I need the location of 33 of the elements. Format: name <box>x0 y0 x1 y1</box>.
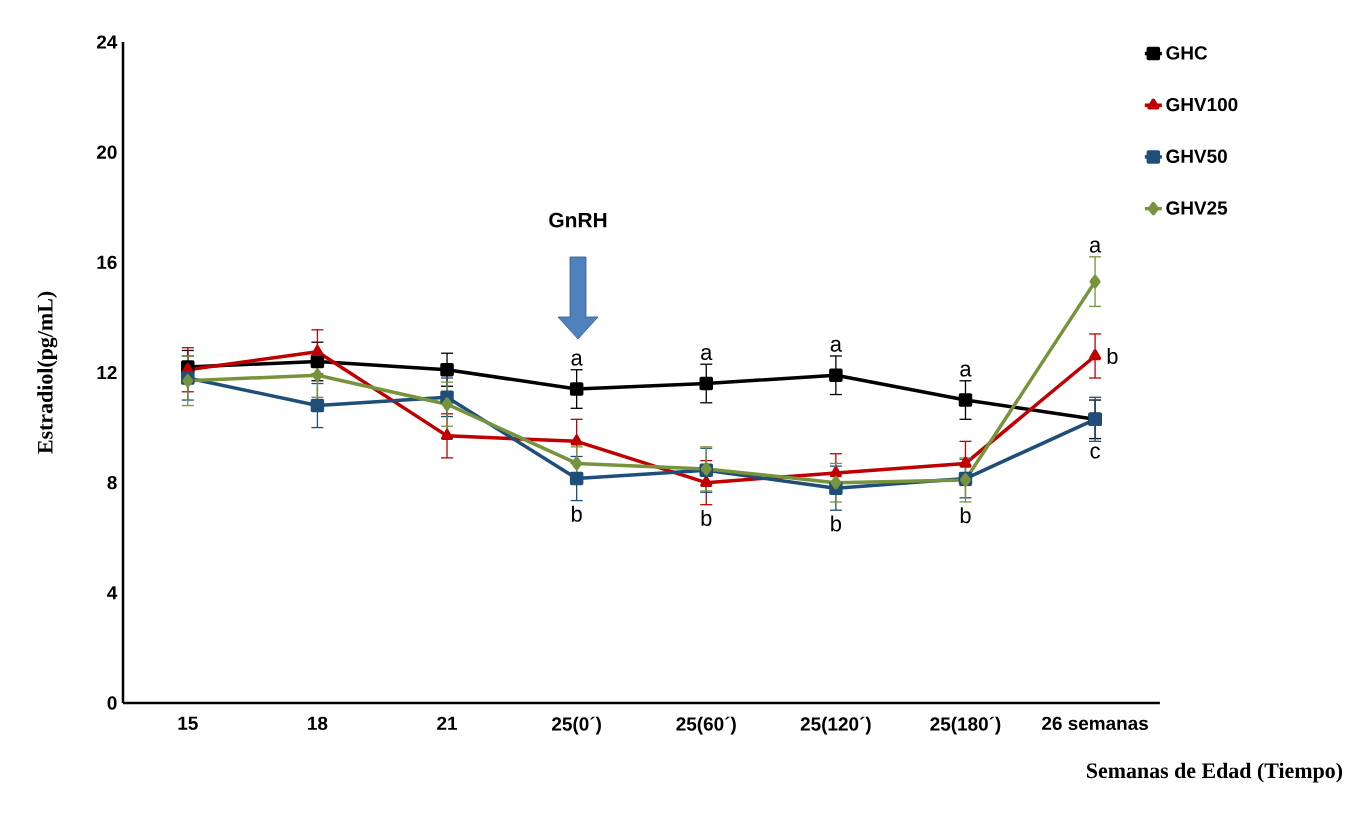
x-tick-label: 25(120´) <box>800 716 871 735</box>
annotation: b <box>571 505 582 522</box>
annotation: a <box>960 364 972 377</box>
x-tick-label: 18 <box>308 716 328 731</box>
annotation: b <box>831 515 842 532</box>
y-tick-label: 24 <box>96 35 118 49</box>
y-tick-label: 8 <box>107 475 117 490</box>
annotation: a <box>1089 240 1102 253</box>
legend-label: GHV50 <box>1166 149 1227 163</box>
y-tick-label: 16 <box>97 255 117 270</box>
y-axis-title: Estradiol(pg/mL) <box>37 291 58 454</box>
legend-label: GHV25 <box>1166 201 1228 215</box>
annotation: a <box>830 339 842 352</box>
annotation: GnRH <box>549 212 607 228</box>
y-tick-label: 4 <box>107 586 118 600</box>
annotation: c <box>1090 446 1100 459</box>
x-axis-title: Semanas de Edad (Tiempo) <box>1087 762 1343 783</box>
legend-label: GHC <box>1166 46 1208 60</box>
annotation: b <box>960 507 971 524</box>
y-tick-label: 20 <box>96 145 117 159</box>
x-tick-label: 26 semanas <box>1042 716 1148 731</box>
annotation: b <box>1107 347 1118 365</box>
y-tick-label: 0 <box>107 696 117 710</box>
x-tick-label: 25(180´) <box>930 716 1001 735</box>
legend-label: GHV100 <box>1166 97 1238 112</box>
x-tick-label: 21 <box>437 716 458 730</box>
x-tick-label: 25(60´) <box>676 716 736 735</box>
annotation: a <box>701 348 713 361</box>
annotation: a <box>571 353 583 366</box>
x-tick-label: 15 <box>178 716 198 730</box>
y-tick-label: 12 <box>97 365 117 380</box>
x-tick-label: 25(0´) <box>552 716 601 735</box>
annotation: b <box>701 509 712 526</box>
